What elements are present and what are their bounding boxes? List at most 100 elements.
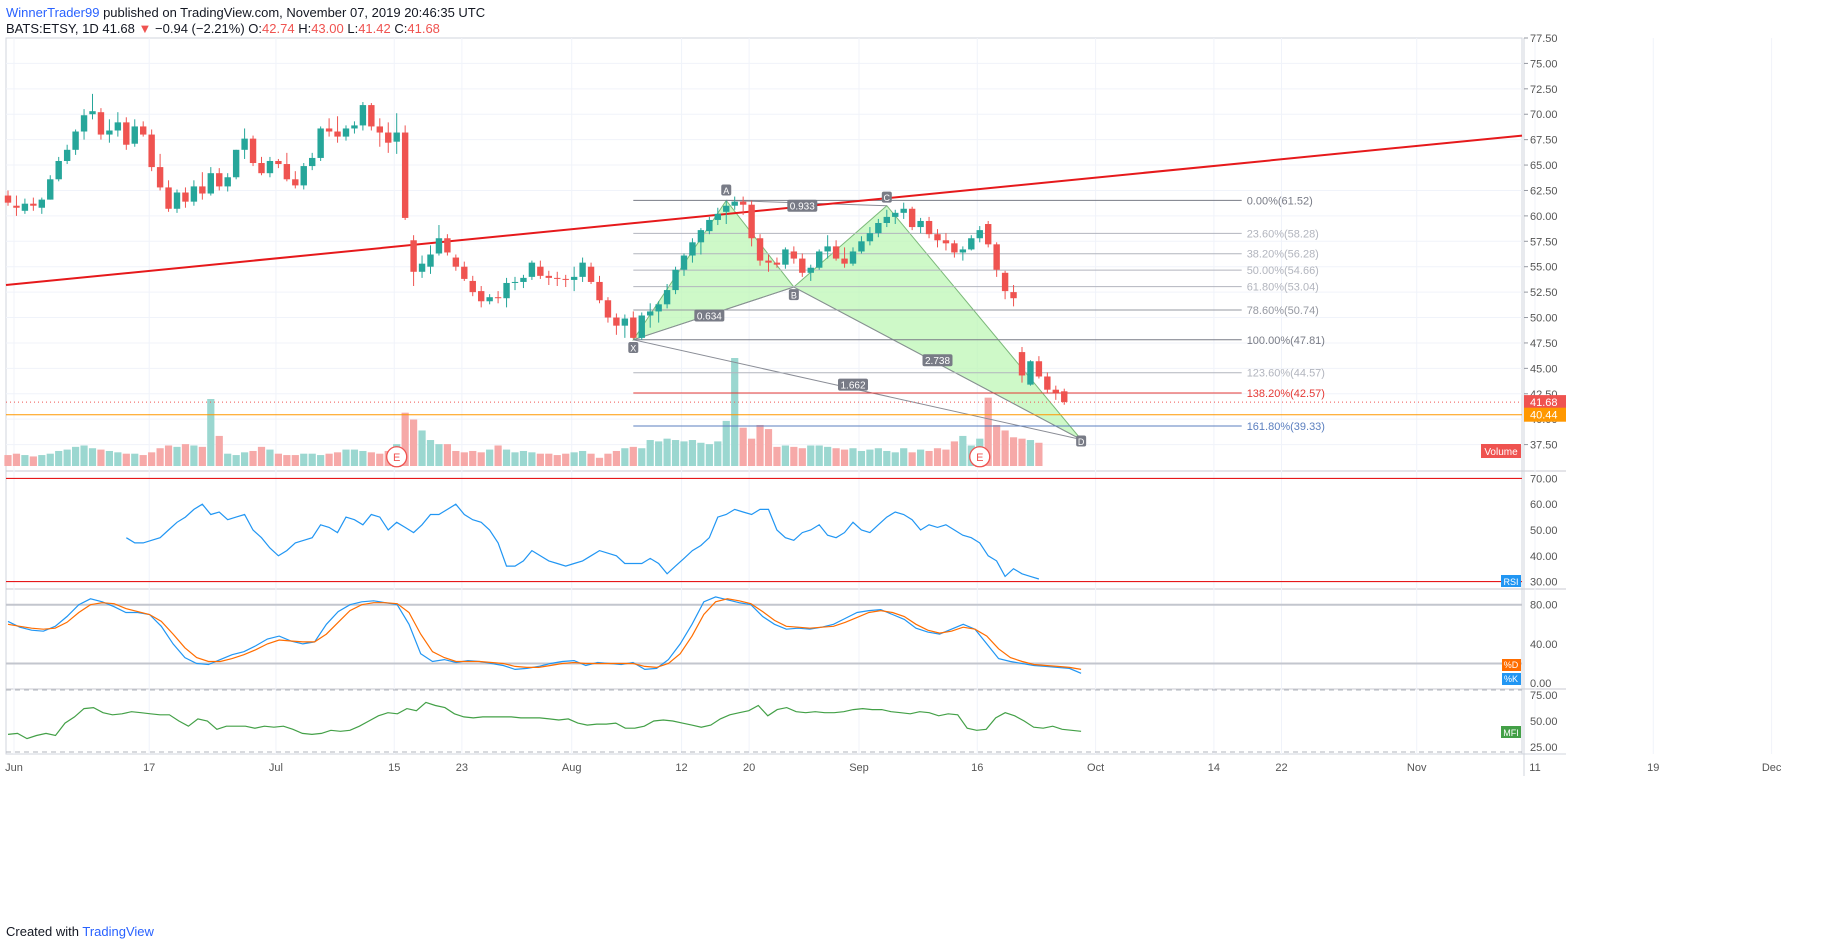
volume-bar: [857, 450, 866, 466]
candle-body: [182, 192, 189, 202]
time-axis[interactable]: Jun 17 Jul 15 23 Aug 12 20 Sep 16 Oct 14 22 Nov 11 19 De…: [5, 762, 1840, 774]
candle-body: [55, 160, 62, 180]
price-tick-label: 47.50: [1530, 338, 1558, 350]
stoch-tick-label: 0.00: [1530, 678, 1551, 690]
pattern-point-label: A: [723, 186, 729, 196]
stoch-pane[interactable]: 0.00 40.00 80.00 %D %K: [6, 596, 1558, 690]
volume-bar: [579, 450, 587, 466]
candle-body: [562, 278, 569, 280]
candle-body: [731, 201, 738, 206]
earnings-marker: [386, 446, 408, 468]
candle-body: [714, 213, 721, 220]
volume-bar: [900, 448, 908, 466]
candle-body: [680, 255, 688, 270]
rsi-pane[interactable]: 30.00 40.00 50.00 60.00 70.00 RSI: [6, 473, 1558, 589]
price-axis[interactable]: 37.5040.0042.5045.0047.5050.0052.5055.00…: [1524, 33, 1566, 452]
candle-body: [655, 304, 662, 312]
price-pane[interactable]: 0.00%(61.52) 23.60%(58.28) 38.20%(56.28) 50…: [4, 93, 1523, 468]
volume-bar: [519, 450, 528, 466]
mfi-pane[interactable]: 25.00 50.00 75.00 MFI: [6, 689, 1558, 754]
candle-body: [63, 149, 71, 161]
high-value: 43.00: [311, 21, 344, 36]
stoch-k-line: [7, 596, 1082, 674]
price-tick-label: 37.50: [1530, 440, 1558, 452]
rsi-tick-label: 50.00: [1530, 525, 1558, 537]
candle-body: [554, 277, 561, 279]
candle-body: [647, 311, 654, 316]
candle-body: [959, 249, 967, 253]
candle-body: [401, 132, 409, 218]
volume-bar: [621, 448, 629, 466]
volume-bar: [688, 440, 697, 466]
candle-body: [579, 262, 586, 277]
candle-body: [97, 112, 105, 135]
candle-body: [325, 128, 333, 132]
footer: Created with TradingView: [6, 924, 154, 939]
candle-body: [1018, 352, 1026, 376]
pattern-point-label: C: [884, 193, 891, 203]
candle-body: [832, 246, 840, 259]
candle-body: [697, 230, 705, 243]
volume-bar: [545, 453, 553, 466]
pattern-ratio-label: 1.662: [840, 381, 865, 392]
volume-bar: [731, 358, 739, 466]
volume-bar: [1009, 437, 1018, 466]
candle-body: [968, 238, 975, 250]
volume-bar: [714, 441, 722, 466]
time-tick-label: Oct: [1087, 762, 1104, 774]
mfi-line: [7, 701, 1082, 740]
candle-body: [283, 164, 291, 180]
candle-body: [756, 238, 764, 261]
pattern-ratio-label: 0.634: [697, 311, 722, 322]
candle-body: [782, 249, 789, 265]
candle-body: [410, 240, 417, 272]
author-link[interactable]: WinnerTrader99: [6, 5, 100, 20]
candle-body: [621, 318, 629, 326]
candle-body: [841, 258, 848, 264]
fib-level-label: 78.60%(50.74): [1247, 305, 1319, 317]
candle-body: [545, 275, 552, 278]
time-tick-label: Nov: [1407, 762, 1427, 774]
time-tick-label: 15: [388, 762, 400, 774]
candle-body: [934, 234, 941, 241]
volume-bar: [553, 455, 561, 466]
candle-body: [165, 187, 172, 209]
candle-body: [173, 192, 181, 209]
tradingview-logo-link[interactable]: TradingView: [82, 924, 154, 939]
candle-body: [799, 258, 806, 273]
volume-bar: [469, 450, 477, 466]
price-tick-label: 52.50: [1530, 287, 1558, 299]
time-tick-label: Aug: [562, 762, 582, 774]
volume-bar: [486, 449, 494, 466]
time-tick-label: 17: [143, 762, 155, 774]
volume-bar: [1001, 430, 1009, 466]
price-label-bg: [1524, 395, 1566, 410]
candle-body: [528, 262, 536, 277]
time-tick-label: 16: [971, 762, 983, 774]
candle-body: [21, 203, 29, 211]
rsi-line: [125, 503, 1040, 580]
volume-bar: [646, 440, 654, 466]
pattern-ratio-label: 0.933: [790, 202, 815, 213]
volume-bar: [452, 450, 460, 466]
volume-bar: [207, 399, 215, 466]
volume-bar: [764, 429, 773, 466]
last-price: 41.68: [102, 21, 135, 36]
candle-body: [376, 126, 383, 133]
candle-body: [292, 179, 299, 186]
price-tick-label: 55.00: [1530, 262, 1558, 274]
volume-bar: [333, 452, 342, 466]
volume-bar: [435, 444, 443, 466]
volume-bar: [198, 446, 206, 466]
volume-bar: [190, 445, 198, 466]
candle-body: [224, 177, 231, 187]
open-label: O:: [248, 21, 263, 36]
pattern-ratio-bg: [922, 354, 953, 367]
volume-bar: [55, 450, 63, 466]
volume-bar: [164, 445, 173, 466]
volume-bar: [359, 450, 367, 466]
time-tick-label: 11: [1529, 762, 1540, 774]
candle-body: [385, 132, 392, 143]
stoch-d-label-bg: [1502, 659, 1521, 671]
